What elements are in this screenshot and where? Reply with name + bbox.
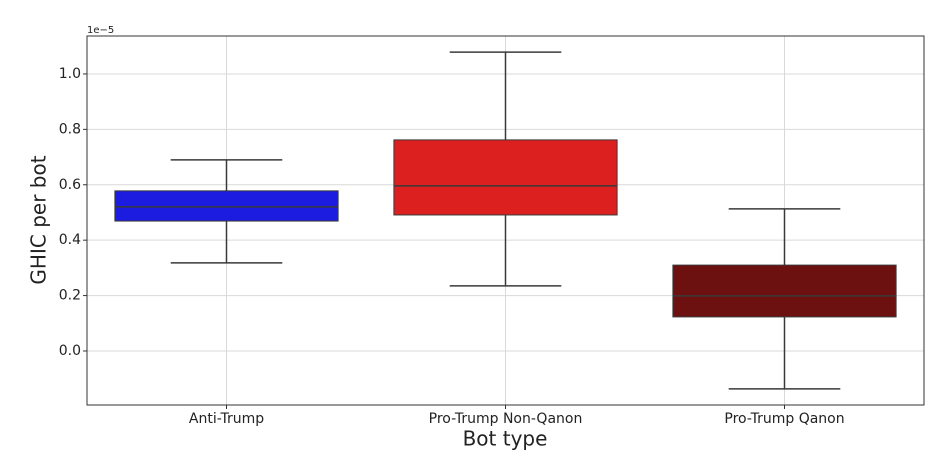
box (393, 139, 618, 216)
box (672, 264, 897, 318)
x-tick-label: Pro-Trump Qanon (724, 411, 844, 427)
y-tick-label: 0.0 (59, 343, 81, 359)
y-tick-label: 0.4 (59, 232, 81, 248)
x-tick-label: Anti-Trump (189, 411, 264, 427)
y-axis-label: GHIC per bot (27, 155, 51, 284)
y-tick-label: 1.0 (59, 66, 81, 82)
y-offset-label: 1e−5 (87, 25, 114, 36)
box (114, 190, 339, 222)
y-tick-label: 0.8 (59, 121, 81, 137)
plot-frame (86, 35, 925, 406)
x-tick-label: Pro-Trump Non-Qanon (429, 411, 583, 427)
x-axis-label: Bot type (463, 427, 548, 451)
y-tick-label: 0.6 (59, 177, 81, 193)
y-tick-label: 0.2 (59, 288, 81, 304)
